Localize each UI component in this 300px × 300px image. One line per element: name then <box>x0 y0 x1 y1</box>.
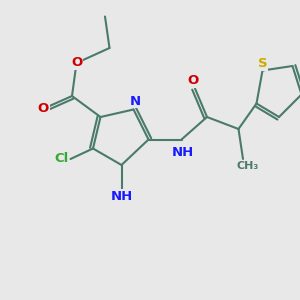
Text: Cl: Cl <box>54 152 69 166</box>
Text: CH₃: CH₃ <box>236 160 259 171</box>
Text: O: O <box>71 56 82 70</box>
Text: NH: NH <box>110 190 133 203</box>
Text: S: S <box>258 57 267 70</box>
Text: NH: NH <box>172 146 194 159</box>
Text: O: O <box>38 101 49 115</box>
Text: N: N <box>129 94 141 108</box>
Text: O: O <box>188 74 199 88</box>
